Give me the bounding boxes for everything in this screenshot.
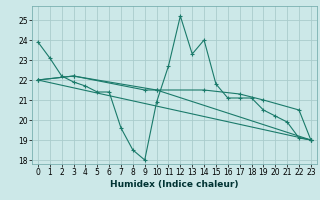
X-axis label: Humidex (Indice chaleur): Humidex (Indice chaleur) [110,180,239,189]
